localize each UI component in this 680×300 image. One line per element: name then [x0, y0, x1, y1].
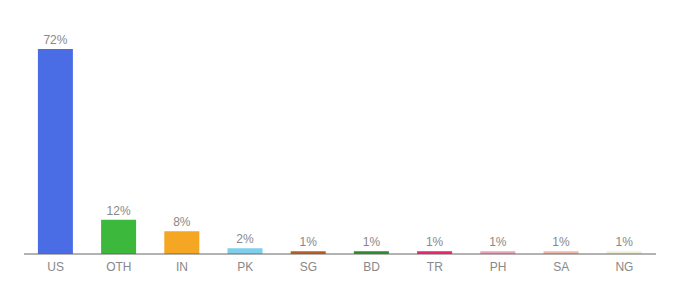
svg-text:NG: NG — [615, 260, 633, 274]
svg-text:1%: 1% — [426, 235, 444, 249]
svg-text:US: US — [47, 260, 64, 274]
svg-text:12%: 12% — [107, 204, 131, 218]
svg-text:1%: 1% — [363, 235, 381, 249]
svg-text:TR: TR — [427, 260, 443, 274]
svg-text:IN: IN — [176, 260, 188, 274]
svg-text:8%: 8% — [173, 215, 191, 229]
svg-text:SA: SA — [553, 260, 569, 274]
svg-text:1%: 1% — [489, 235, 507, 249]
svg-text:SG: SG — [300, 260, 317, 274]
svg-text:1%: 1% — [300, 235, 318, 249]
svg-text:1%: 1% — [552, 235, 570, 249]
svg-text:PH: PH — [490, 260, 507, 274]
svg-text:PK: PK — [237, 260, 253, 274]
svg-text:72%: 72% — [43, 33, 67, 47]
svg-text:BD: BD — [363, 260, 380, 274]
svg-text:2%: 2% — [236, 232, 254, 246]
svg-text:1%: 1% — [616, 235, 634, 249]
svg-text:OTH: OTH — [106, 260, 131, 274]
